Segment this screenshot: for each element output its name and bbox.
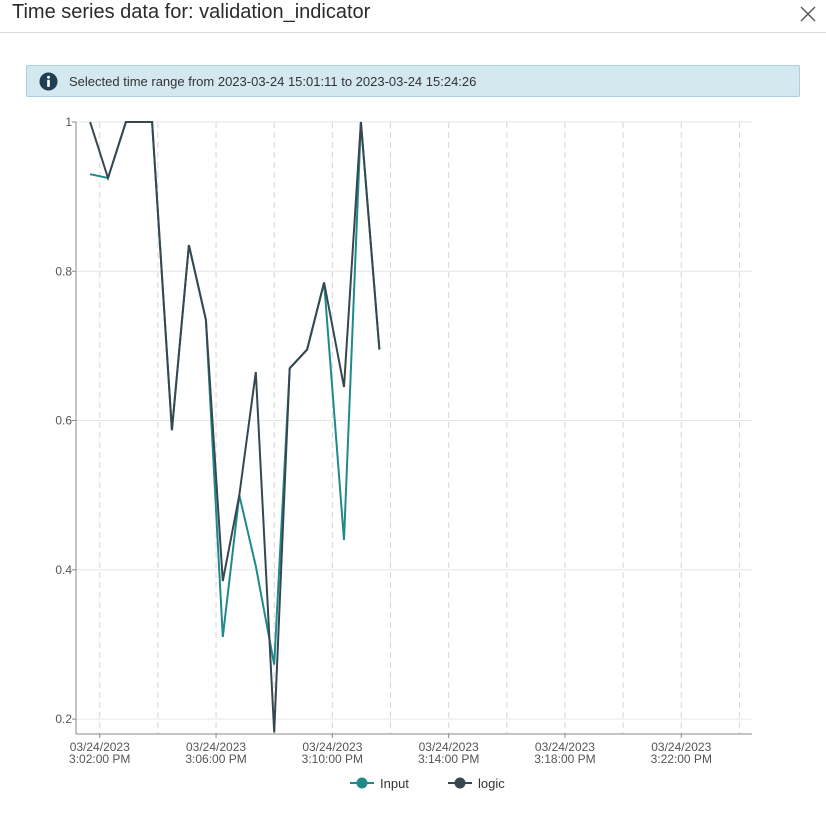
x-tick-label-date: 03/24/2023 <box>70 740 130 754</box>
y-tick-label: 0.2 <box>55 712 72 726</box>
axes <box>72 121 752 738</box>
series-lines <box>89 121 381 733</box>
x-tick-label-time: 3:14:00 PM <box>418 752 479 766</box>
x-tick-label-date: 03/24/2023 <box>419 740 479 754</box>
x-tick-label-time: 3:06:00 PM <box>185 752 246 766</box>
legend-label: logic <box>478 776 505 791</box>
x-tick-label-date: 03/24/2023 <box>302 740 362 754</box>
x-tick-label-date: 03/24/2023 <box>186 740 246 754</box>
close-icon[interactable] <box>796 2 820 26</box>
info-icon <box>39 72 58 91</box>
y-tick-label: 1 <box>65 115 72 129</box>
x-tick-label-time: 3:22:00 PM <box>651 752 712 766</box>
legend-item-logic[interactable]: logic <box>448 776 505 791</box>
legend-label: Input <box>380 776 409 791</box>
dialog-title: Time series data for: validation_indicat… <box>12 1 371 23</box>
x-tick-label-date: 03/24/2023 <box>651 740 711 754</box>
x-tick-label-date: 03/24/2023 <box>535 740 595 754</box>
info-banner: Selected time range from 2023-03-24 15:0… <box>26 65 800 97</box>
legend[interactable]: Input logic <box>350 776 505 791</box>
y-tick-label: 0.8 <box>55 264 72 278</box>
legend-swatch-marker <box>356 777 368 789</box>
x-tick-label-time: 3:10:00 PM <box>302 752 363 766</box>
y-tick-label: 0.4 <box>55 563 72 577</box>
grid <box>76 121 752 734</box>
y-tick-label: 0.6 <box>55 414 72 428</box>
info-banner-text: Selected time range from 2023-03-24 15:0… <box>69 74 477 89</box>
legend-swatch-marker <box>454 777 466 789</box>
x-tick-label-time: 3:02:00 PM <box>69 752 130 766</box>
series-line-input <box>89 121 381 665</box>
legend-item-input[interactable]: Input <box>350 776 409 791</box>
title-divider <box>0 32 826 33</box>
series-line-logic <box>89 121 381 733</box>
x-tick-label-time: 3:18:00 PM <box>534 752 595 766</box>
